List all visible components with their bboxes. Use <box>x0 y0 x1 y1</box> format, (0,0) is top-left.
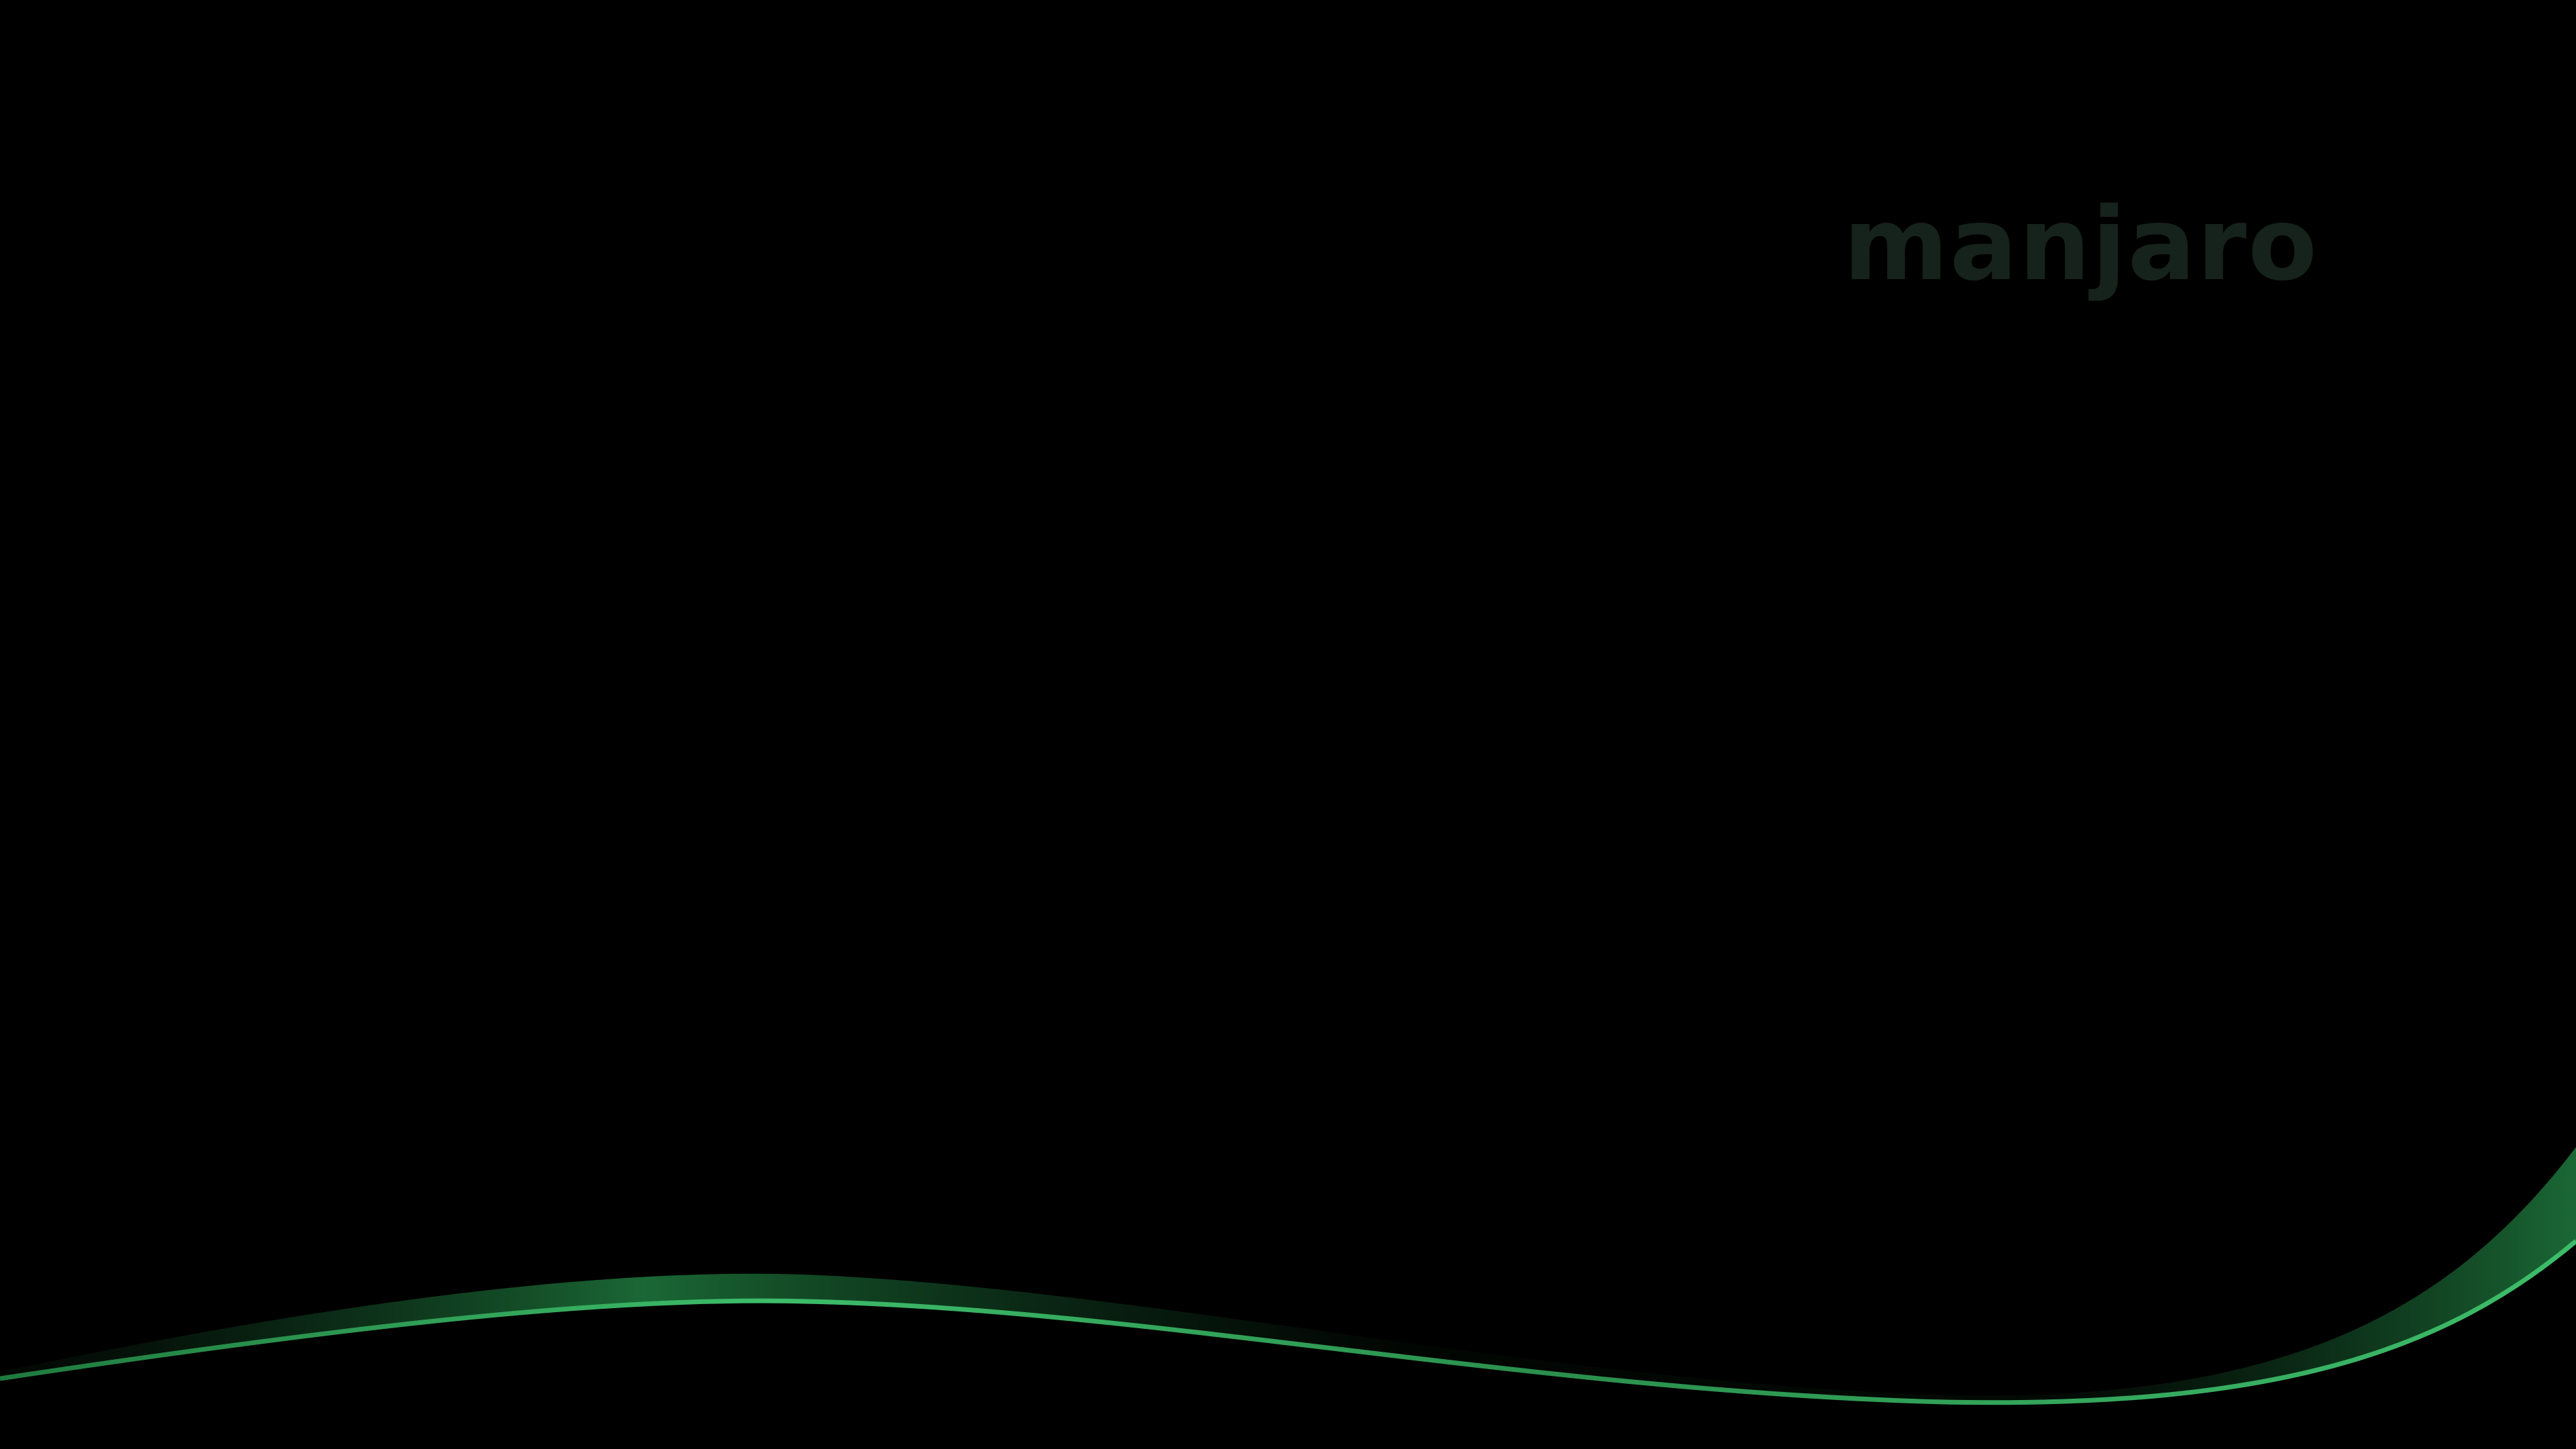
wave-ribbon <box>0 1147 2576 1403</box>
manjaro-wordmark: manjaro <box>1843 186 2318 303</box>
wave-highlight-line <box>0 1239 2576 1405</box>
